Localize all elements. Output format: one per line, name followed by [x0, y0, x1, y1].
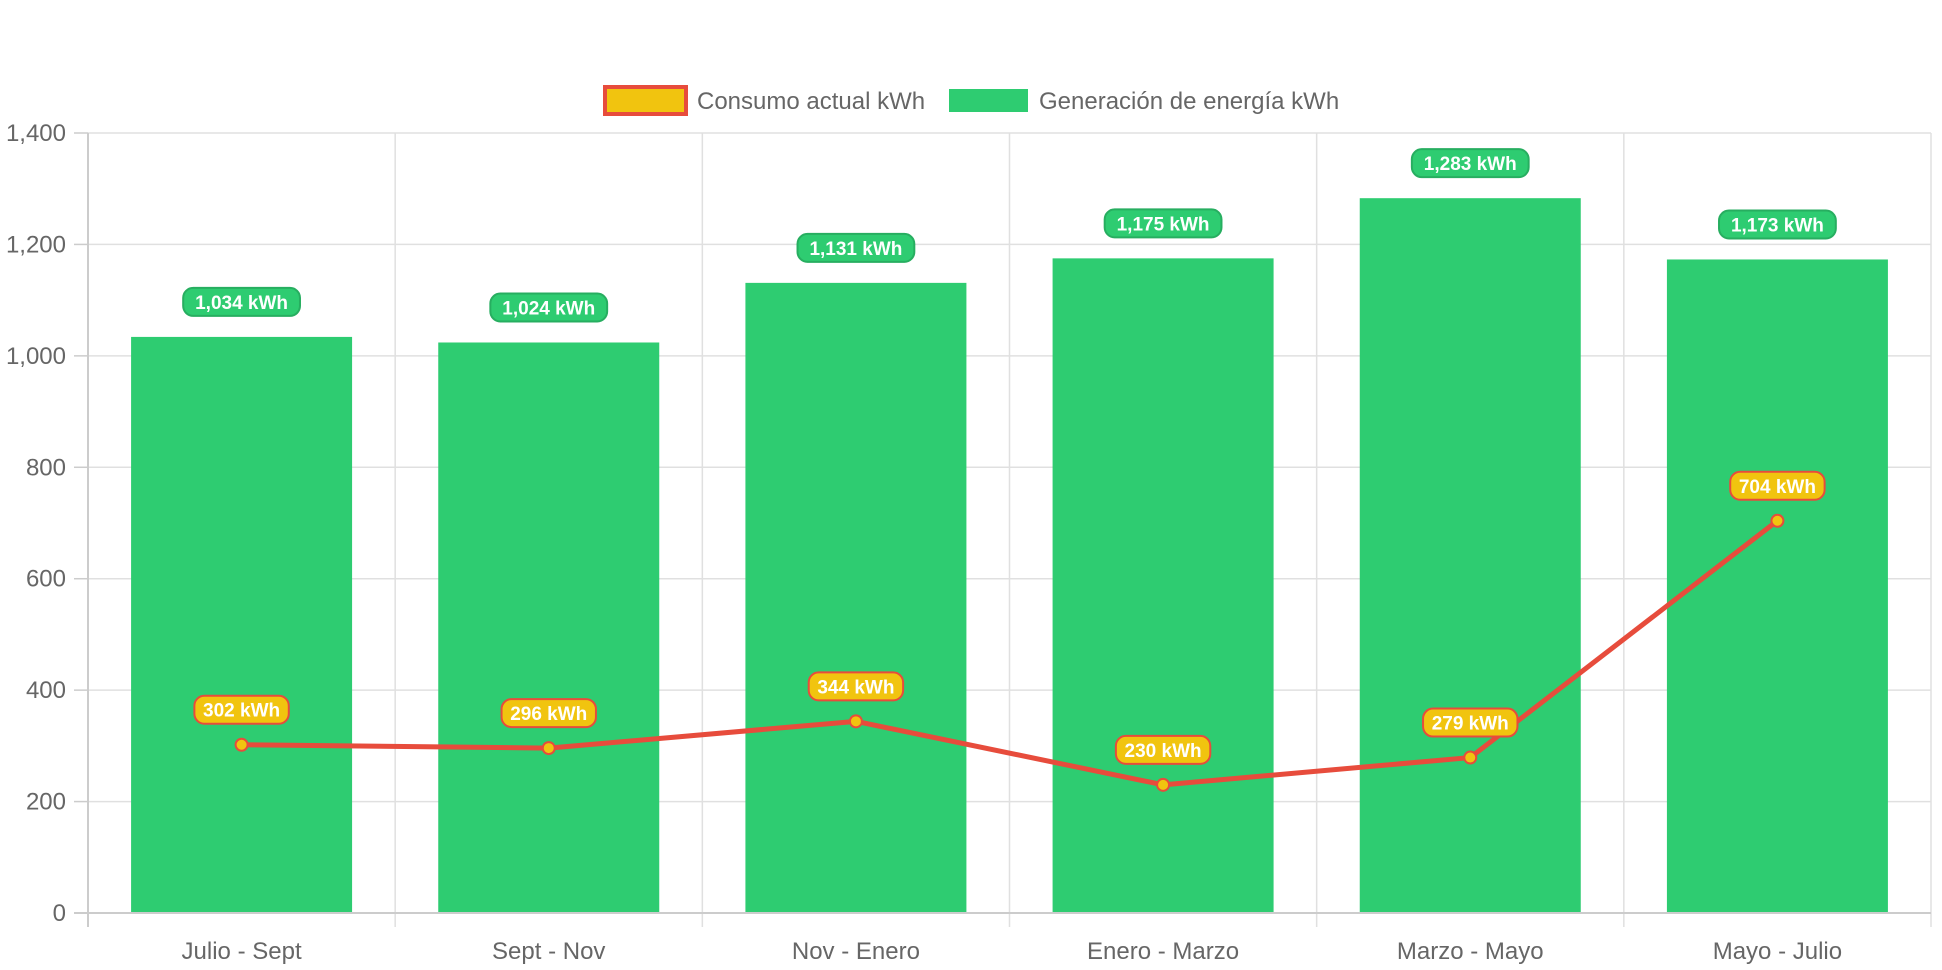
bar-value-label-background [489, 292, 609, 323]
x-tick-label: Enero - Marzo [1087, 938, 1239, 965]
legend-item-generacion[interactable]: Generación de energía kWh [949, 88, 1339, 115]
line-value-label-background [193, 694, 290, 725]
y-tick-label: 1,200 [6, 231, 66, 258]
bar-series [131, 198, 1888, 913]
line-point[interactable] [1463, 750, 1478, 765]
line-point[interactable] [541, 741, 556, 756]
bar[interactable] [745, 282, 967, 913]
line-value-label: 302 kWh [193, 694, 290, 725]
bar-value-label: 1,131 kWh [796, 232, 916, 263]
line-value-label: 296 kWh [500, 698, 597, 729]
x-tick-label: Sept - Nov [492, 938, 605, 965]
legend-label-consumo: Consumo actual kWh [697, 88, 925, 115]
bar[interactable] [1052, 258, 1274, 913]
line-value-label-text: 704 kWh [1739, 477, 1816, 498]
x-tick-label: Nov - Enero [792, 938, 920, 965]
line-value-label-background [1422, 707, 1519, 738]
y-tick-label: 0 [53, 900, 66, 927]
line-point[interactable] [234, 737, 249, 752]
line-value-label-background [807, 671, 905, 702]
y-tick-label: 600 [26, 566, 66, 593]
line-value-label-background [1729, 470, 1826, 501]
line-value-label-text: 279 kWh [1432, 714, 1509, 735]
bar-value-label-background [1103, 208, 1223, 239]
axes: 0 200 400 600 800 1,000 1,200 1,400 Julio - Sept… [6, 120, 1931, 965]
line-value-label-text: 344 kWh [817, 677, 894, 698]
line-value-label-background [1114, 734, 1212, 765]
y-tick-label: 800 [26, 454, 66, 481]
legend-swatch-consumo [603, 85, 688, 116]
x-tick-label: Mayo - Julio [1713, 938, 1842, 965]
line-path [241, 518, 1779, 788]
legend-swatch-generacion [949, 89, 1028, 112]
bar-value-label-background [182, 286, 301, 317]
line-value-label-background [500, 698, 597, 729]
bar-value-label: 1,024 kWh [489, 292, 609, 323]
grid [87, 132, 1932, 927]
bar-value-label-text: 1,024 kWh [502, 298, 595, 319]
line-value-label-text: 230 kWh [1125, 741, 1202, 762]
bar[interactable] [1359, 198, 1581, 913]
legend-item-consumo[interactable]: Consumo actual kWh [603, 85, 925, 116]
line-value-label: 344 kWh [807, 671, 905, 702]
bar-value-label: 1,173 kWh [1718, 209, 1837, 240]
bar-value-label-text: 1,131 kWh [809, 239, 902, 260]
data-labels: 1,034 kWh 1,024 kWh 1,131 kWh 1,175 kWh 1,28… [182, 148, 1837, 765]
x-tick-label: Marzo - Mayo [1397, 938, 1544, 965]
bar-value-label: 1,283 kWh [1410, 148, 1530, 179]
bar-value-label-text: 1,175 kWh [1117, 214, 1210, 235]
line-value-label-text: 296 kWh [510, 704, 587, 725]
legend-label-generacion: Generación de energía kWh [1039, 88, 1339, 115]
legend: Consumo actual kWh Generación de energía… [603, 85, 1339, 116]
bar-value-label-text: 1,283 kWh [1424, 154, 1517, 175]
bar[interactable] [1666, 259, 1888, 913]
x-tick-label: Julio - Sept [182, 938, 302, 965]
bar-value-label-text: 1,034 kWh [195, 293, 288, 314]
y-tick-label: 200 [26, 789, 66, 816]
bar[interactable] [438, 342, 660, 913]
line-series [234, 513, 1785, 792]
line-point[interactable] [1770, 513, 1785, 528]
y-tick-label: 1,400 [6, 120, 66, 147]
bar-value-label-background [796, 232, 916, 263]
bar-value-label-background [1410, 148, 1530, 179]
bar-value-label: 1,034 kWh [182, 286, 301, 317]
bar-value-label: 1,175 kWh [1103, 208, 1223, 239]
line-value-label: 230 kWh [1114, 734, 1212, 765]
y-tick-label: 400 [26, 677, 66, 704]
line-point[interactable] [1156, 777, 1171, 792]
bar-value-label-background [1718, 209, 1837, 240]
y-tick-label: 1,000 [6, 343, 66, 370]
line-value-label: 704 kWh [1729, 470, 1826, 501]
line-value-label-text: 302 kWh [203, 701, 280, 722]
bar[interactable] [131, 336, 353, 913]
bar-value-label-text: 1,173 kWh [1731, 215, 1824, 236]
line-point[interactable] [848, 714, 863, 729]
line-value-label: 279 kWh [1422, 707, 1519, 738]
